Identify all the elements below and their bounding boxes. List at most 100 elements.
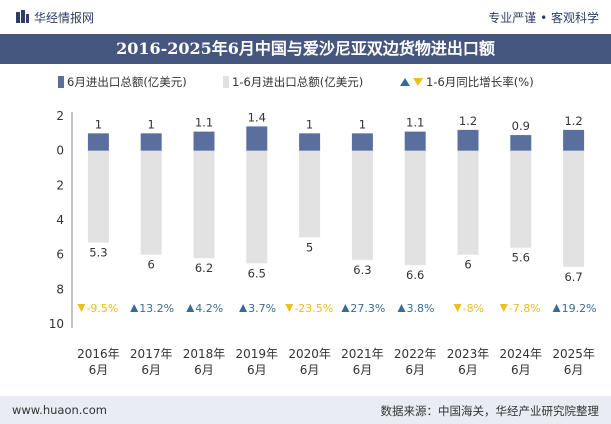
legend-swatch-cumulative bbox=[223, 76, 229, 88]
growth-up-marker bbox=[397, 304, 406, 312]
june-value-label: 1 bbox=[306, 117, 313, 131]
growth-up-marker bbox=[130, 304, 139, 312]
y-tick-label: 8 bbox=[56, 282, 64, 296]
cumulative-bar bbox=[457, 150, 479, 255]
category-label: 6月 bbox=[405, 363, 425, 377]
june-bar bbox=[563, 129, 585, 151]
category-label: 6月 bbox=[458, 363, 478, 377]
category-label: 6月 bbox=[353, 363, 373, 377]
june-value-label: 1.2 bbox=[564, 114, 582, 128]
up-triangle-icon bbox=[400, 78, 410, 86]
footer-site: www.huaon.com bbox=[12, 403, 107, 417]
legend: 6月进出口总额(亿美元) 1-6月进出口总额(亿美元) 1-6月同比增长率(%) bbox=[0, 72, 611, 92]
cumulative-value-label: 6.6 bbox=[406, 268, 424, 282]
category-label: 2017年 bbox=[130, 347, 173, 361]
cumulative-value-label: 5.3 bbox=[89, 246, 107, 260]
category-label: 2023年 bbox=[447, 347, 490, 361]
june-value-label: 1 bbox=[359, 117, 366, 131]
category-label: 2018年 bbox=[183, 347, 226, 361]
cumulative-value-label: 5 bbox=[306, 240, 313, 254]
june-bar bbox=[457, 129, 479, 151]
growth-value-label: -23.5% bbox=[294, 302, 333, 315]
june-bar bbox=[510, 135, 532, 151]
category-label: 2020年 bbox=[288, 347, 331, 361]
growth-value-label: 19.2% bbox=[562, 302, 597, 315]
category-label: 6月 bbox=[194, 363, 214, 377]
june-bar bbox=[246, 126, 268, 151]
june-value-label: 1.4 bbox=[248, 110, 266, 124]
cumulative-value-label: 6 bbox=[148, 258, 155, 272]
category-label: 6月 bbox=[141, 363, 161, 377]
legend-swatch-june bbox=[58, 76, 64, 88]
june-bar bbox=[299, 133, 321, 151]
y-tick-label: 4 bbox=[56, 213, 64, 227]
growth-up-marker bbox=[552, 304, 561, 312]
chart-area: 2 0 2 4 6 8 10 5.3 1 -9.5% 2016年 6月 6 1 13.2% 2017年 6月 6.… bbox=[49, 109, 597, 377]
growth-value-label: -7.8% bbox=[509, 302, 541, 315]
cumulative-value-label: 6.3 bbox=[353, 263, 371, 277]
y-tick-label: 6 bbox=[56, 248, 64, 262]
category-label: 6月 bbox=[247, 363, 267, 377]
cumulative-value-label: 6 bbox=[464, 258, 471, 272]
growth-up-marker bbox=[186, 304, 195, 312]
june-bar bbox=[87, 133, 109, 151]
growth-down-marker bbox=[77, 304, 86, 312]
june-bar bbox=[404, 131, 426, 151]
growth-up-marker bbox=[341, 304, 350, 312]
june-bar bbox=[193, 131, 215, 151]
growth-value-label: 4.2% bbox=[195, 302, 223, 315]
category-label: 6月 bbox=[511, 363, 531, 377]
cumulative-bar bbox=[563, 150, 585, 267]
legend-label-growth: 1-6月同比增长率(%) bbox=[426, 75, 534, 89]
growth-down-marker bbox=[453, 304, 462, 312]
cumulative-value-label: 6.5 bbox=[248, 266, 266, 280]
cumulative-value-label: 6.7 bbox=[564, 270, 582, 284]
growth-up-marker bbox=[239, 304, 248, 312]
legend-item-june: 6月进出口总额(亿美元) bbox=[58, 74, 187, 90]
cumulative-bar bbox=[193, 150, 215, 259]
tagline: 专业严谨 • 客观科学 bbox=[488, 11, 599, 25]
growth-value-label: 3.7% bbox=[248, 302, 276, 315]
top-bar: 华经情报网 专业严谨 • 客观科学 bbox=[0, 0, 611, 34]
june-bar bbox=[351, 133, 373, 151]
logo-icon bbox=[16, 10, 29, 23]
growth-value-label: -9.5% bbox=[86, 302, 118, 315]
cumulative-value-label: 6.2 bbox=[195, 261, 213, 275]
category-label: 6月 bbox=[89, 363, 109, 377]
category-label: 2016年 bbox=[77, 347, 120, 361]
cumulative-bar bbox=[404, 150, 426, 266]
cumulative-bar bbox=[140, 150, 162, 255]
legend-item-growth: 1-6月同比增长率(%) bbox=[400, 74, 534, 90]
june-value-label: 1.2 bbox=[459, 114, 477, 128]
growth-value-label: 3.8% bbox=[407, 302, 435, 315]
cumulative-value-label: 5.6 bbox=[512, 251, 530, 265]
category-label: 2022年 bbox=[394, 347, 437, 361]
growth-value-label: 27.3% bbox=[350, 302, 385, 315]
category-label: 6月 bbox=[564, 363, 584, 377]
chart-title: 2016-2025年6月中国与爱沙尼亚双边货物进出口额 bbox=[0, 34, 611, 64]
june-value-label: 1.1 bbox=[195, 116, 213, 130]
growth-value-label: -8% bbox=[463, 302, 484, 315]
category-label: 2019年 bbox=[236, 347, 279, 361]
legend-label-june: 6月进出口总额(亿美元) bbox=[67, 75, 187, 89]
june-value-label: 0.9 bbox=[512, 119, 530, 133]
category-label: 2025年 bbox=[552, 347, 595, 361]
category-label: 2024年 bbox=[500, 347, 543, 361]
june-value-label: 1 bbox=[148, 117, 155, 131]
growth-down-marker bbox=[499, 304, 508, 312]
category-label: 6月 bbox=[300, 363, 320, 377]
y-tick-label: 0 bbox=[56, 144, 64, 158]
june-value-label: 1.1 bbox=[406, 116, 424, 130]
y-tick-label: 2 bbox=[56, 178, 64, 192]
growth-down-marker bbox=[285, 304, 294, 312]
june-bar bbox=[140, 133, 162, 151]
cumulative-bar bbox=[510, 150, 532, 248]
cumulative-bar bbox=[246, 150, 268, 264]
footer: www.huaon.com 数据来源：中国海关，华经产业研究院整理 bbox=[0, 396, 611, 424]
legend-label-cumulative: 1-6月进出口总额(亿美元) bbox=[232, 75, 364, 89]
y-tick-label: 2 bbox=[56, 109, 64, 123]
june-value-label: 1 bbox=[95, 117, 102, 131]
legend-item-cumulative: 1-6月进出口总额(亿美元) bbox=[223, 74, 363, 90]
growth-value-label: 13.2% bbox=[139, 302, 174, 315]
brand-name: 华经情报网 bbox=[34, 11, 95, 25]
